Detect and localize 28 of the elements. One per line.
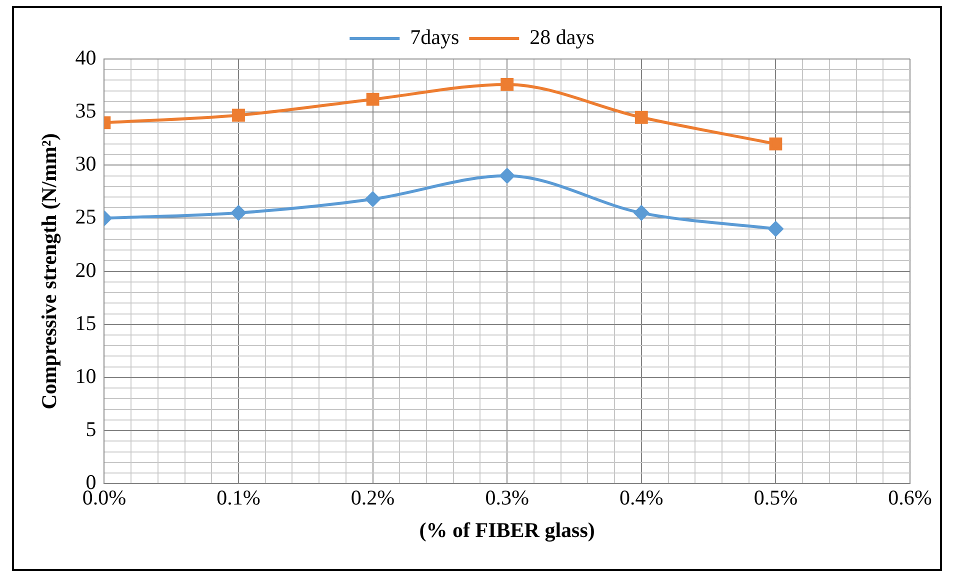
y-tick-label: 35 bbox=[75, 98, 96, 123]
point bbox=[634, 205, 649, 220]
point bbox=[231, 205, 246, 220]
x-tick-label: 0.4% bbox=[620, 486, 664, 510]
legend-label: 7days bbox=[410, 25, 460, 50]
x-tick-label: 0.5% bbox=[754, 486, 798, 510]
point bbox=[634, 110, 648, 124]
y-axis-title: Compressive strength (N/mm²) bbox=[37, 133, 62, 410]
point bbox=[769, 137, 782, 150]
point bbox=[768, 221, 784, 236]
y-tick-label: 40 bbox=[75, 46, 96, 70]
y-tick-label: 20 bbox=[75, 258, 96, 282]
x-tick-label: 0.6% bbox=[888, 486, 932, 510]
x-tick-label: 0.3% bbox=[485, 486, 529, 510]
point bbox=[500, 168, 515, 184]
x-axis-title: (% of FIBER glass) bbox=[419, 518, 595, 542]
point bbox=[365, 192, 380, 207]
point bbox=[232, 108, 245, 122]
point bbox=[500, 78, 514, 91]
y-tick-label: 25 bbox=[75, 204, 96, 229]
point bbox=[366, 92, 380, 106]
y-tick-label: 30 bbox=[75, 152, 96, 176]
y-tick-label: 5 bbox=[86, 417, 96, 442]
y-tick-label: 10 bbox=[75, 364, 96, 388]
y-tick-label: 15 bbox=[75, 310, 96, 335]
x-tick-label: 0.1% bbox=[216, 486, 260, 510]
x-tick-label: 0.2% bbox=[350, 486, 395, 510]
legend-label: 28 days bbox=[530, 25, 594, 50]
